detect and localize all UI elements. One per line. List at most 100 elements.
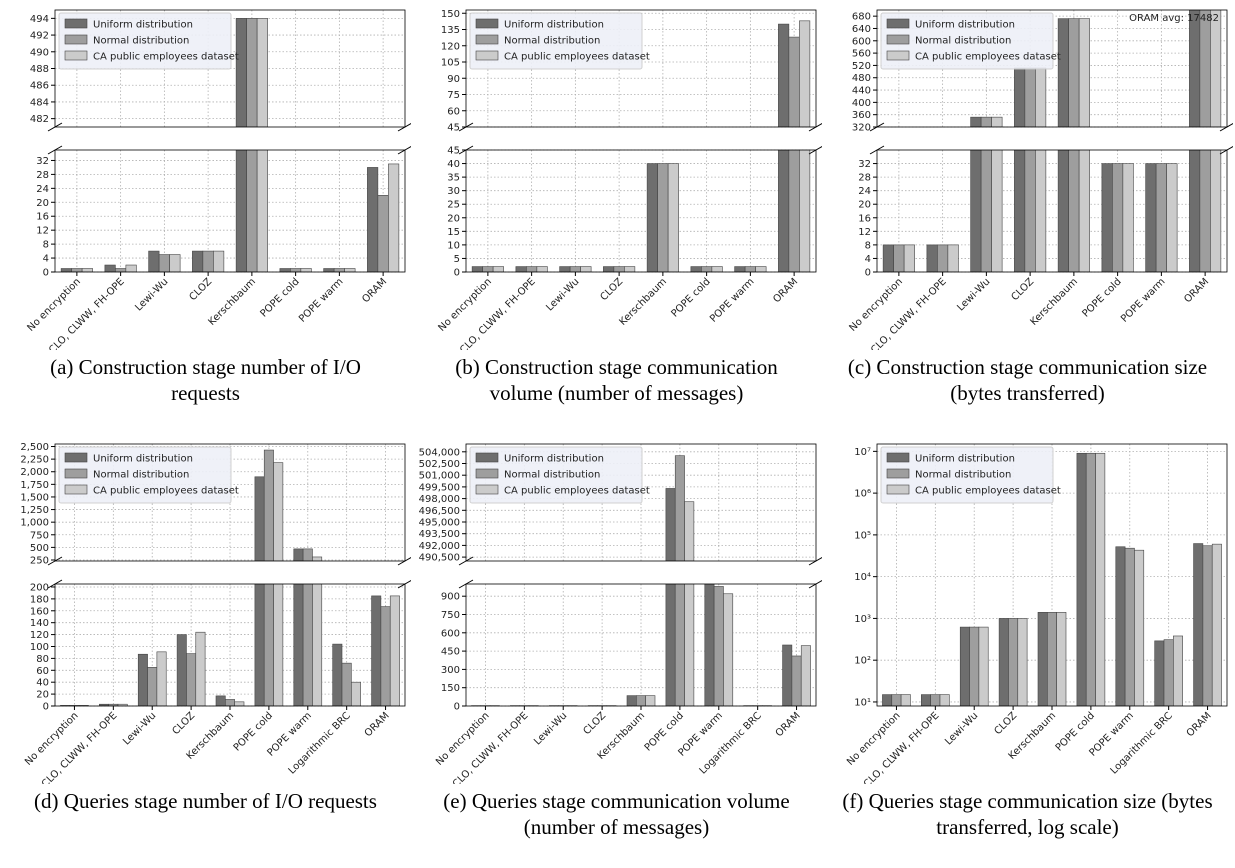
subfigure: 10¹ 10² 10³ 10⁴ 10⁵ 10⁶ 10⁷ No encryption BCLO, … xyxy=(822,434,1233,868)
bar xyxy=(969,626,980,706)
y-tick-label: 750 xyxy=(441,610,460,621)
legend-swatch xyxy=(475,34,499,45)
y-tick-label: 10⁴ xyxy=(854,572,871,583)
y-tick-label: 400 xyxy=(852,98,871,109)
y-tick-label: 75 xyxy=(447,90,460,101)
bar xyxy=(959,626,970,706)
bar xyxy=(791,655,802,706)
bar xyxy=(1095,452,1106,706)
legend-swatch xyxy=(64,452,88,463)
break-mark xyxy=(808,122,824,132)
bar xyxy=(234,701,245,706)
y-tick-label: 8 xyxy=(865,240,871,251)
y-tick-label: 504,000 xyxy=(419,447,460,458)
y-tick-label: 120 xyxy=(30,630,49,641)
bar xyxy=(333,268,345,272)
legend-label: CA public employees dataset xyxy=(915,52,1061,63)
subfigure: 250 500 750 1,000 1,250 1,500 1,750 2,000 2,250 2… xyxy=(0,434,413,868)
bar xyxy=(1193,543,1204,706)
bar xyxy=(246,18,258,127)
bar xyxy=(225,699,235,706)
bar xyxy=(1068,18,1080,127)
legend-swatch xyxy=(886,468,910,479)
y-tick-label: 32 xyxy=(858,159,871,170)
x-tick-label: Lewi-Wu xyxy=(943,710,980,747)
y-tick-label: 480 xyxy=(852,73,871,84)
y-tick-label: 90 xyxy=(447,74,460,85)
bar xyxy=(1017,618,1028,706)
bar xyxy=(380,606,391,706)
legend-swatch xyxy=(64,468,88,479)
y-tick-label: 120 xyxy=(441,41,460,52)
caption: (e) Queries stage communication volume (… xyxy=(443,789,790,839)
y-tick-label: 20 xyxy=(36,198,49,209)
bar xyxy=(176,634,187,706)
bar xyxy=(1056,612,1067,706)
bars xyxy=(471,150,811,272)
bar xyxy=(147,667,158,706)
bar xyxy=(674,584,685,706)
bar xyxy=(526,266,538,272)
y-tick-label: 10¹ xyxy=(854,697,871,708)
y-tick-label: 10⁷ xyxy=(854,447,871,458)
y-tick-label: 8 xyxy=(43,240,49,251)
break-mark xyxy=(397,579,413,589)
y-tick-label: 2,500 xyxy=(20,442,49,453)
y-tick-label: 35 xyxy=(447,173,460,184)
legend-label: Normal distribution xyxy=(915,36,1011,47)
y-tick-label: 25 xyxy=(447,200,460,211)
bar xyxy=(1101,163,1113,272)
y-tick-label: 135 xyxy=(441,25,460,36)
bar xyxy=(991,150,1003,272)
legend-box xyxy=(880,12,1054,70)
y-tick-label: 160 xyxy=(30,606,49,617)
bar xyxy=(1035,67,1047,127)
bar xyxy=(115,268,127,272)
bar xyxy=(930,694,941,706)
bar xyxy=(667,163,679,272)
y-tick-label: 80 xyxy=(36,654,49,665)
axes-frame xyxy=(876,149,1228,273)
y-tick-label: 488 xyxy=(30,64,49,75)
legend-label: CA public employees dataset xyxy=(93,486,239,497)
legend-swatch xyxy=(475,484,499,495)
chart: 490,500492,000493,500495,000496,500498,0… xyxy=(419,443,824,795)
bar xyxy=(646,163,658,272)
break-mark xyxy=(1219,145,1235,155)
bar xyxy=(81,268,93,272)
bar xyxy=(788,36,800,127)
subfigure: 482 484 486 488 490 492 494 0 4 8 12 16 20 24 28 32 No e… xyxy=(0,0,413,434)
y-tick-label: 24 xyxy=(858,186,871,197)
bar xyxy=(186,653,197,706)
x-tick-label: BCLO, CLWW, FH-OPE xyxy=(453,276,537,350)
legend-label: Normal distribution xyxy=(504,470,600,481)
legend-swatch xyxy=(475,18,499,29)
legend-label: CA public employees dataset xyxy=(93,52,239,63)
bar xyxy=(235,150,247,272)
bar xyxy=(1024,150,1036,272)
break-mark xyxy=(1219,122,1235,132)
bar xyxy=(744,266,756,272)
bar xyxy=(778,150,790,272)
bars xyxy=(882,150,1222,272)
bar xyxy=(263,449,274,561)
y-tick-label: 502,500 xyxy=(419,459,460,470)
legend-box xyxy=(880,446,1054,504)
x-tick-label: ORAM xyxy=(1182,276,1211,305)
y-tick-label: 15 xyxy=(447,227,460,238)
legend-swatch xyxy=(64,484,88,495)
y-tick-label: 1,000 xyxy=(20,518,49,529)
break-mark xyxy=(869,122,885,132)
bar xyxy=(970,150,982,272)
bar xyxy=(882,244,894,272)
bar xyxy=(256,150,268,272)
y-tick-label: 200 xyxy=(30,582,49,593)
x-tick-label: POPE warm xyxy=(1119,276,1167,324)
break-mark xyxy=(458,556,474,566)
break-mark xyxy=(869,145,885,155)
legend-label: Uniform distribution xyxy=(504,20,604,31)
x-tick-label: POPE warm xyxy=(297,276,345,324)
y-tick-label: 10 xyxy=(447,240,460,251)
legend: Uniform distribution Normal distribution C… xyxy=(58,12,239,70)
x-tick-label: POPE cold xyxy=(258,276,301,319)
